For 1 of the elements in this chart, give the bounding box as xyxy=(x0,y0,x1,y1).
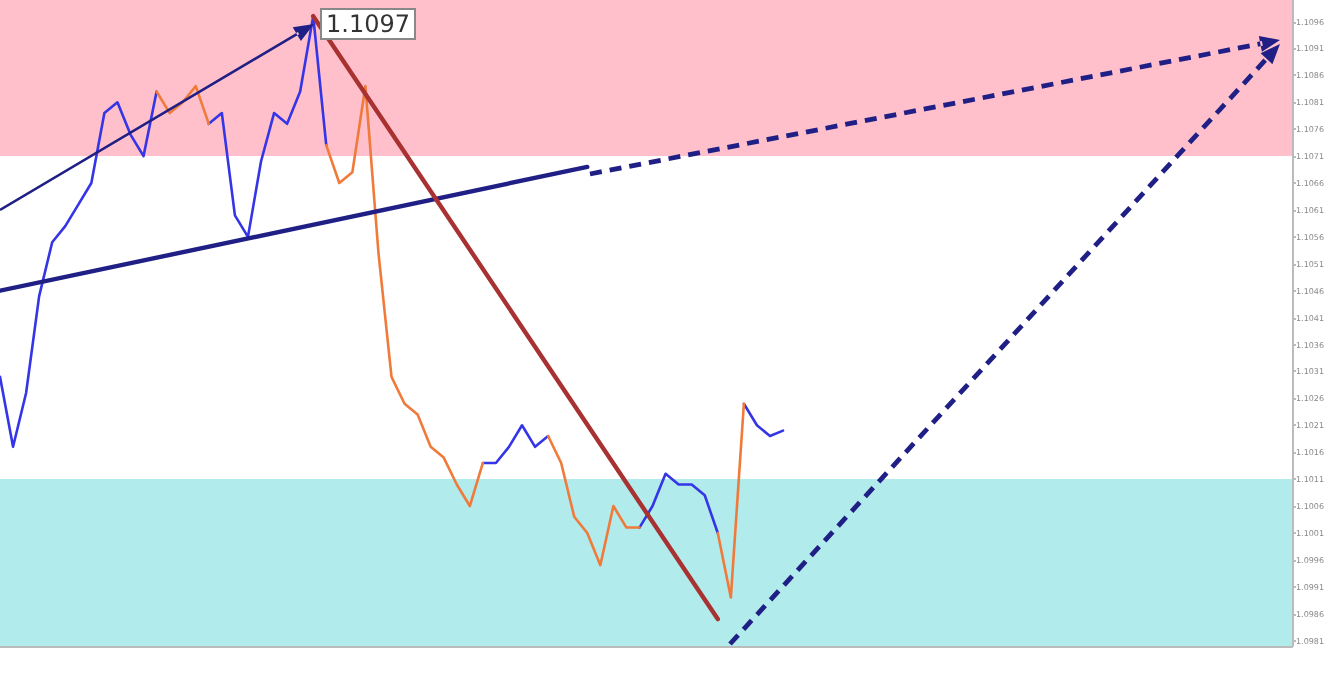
annotation: 1.1097 xyxy=(326,10,410,38)
